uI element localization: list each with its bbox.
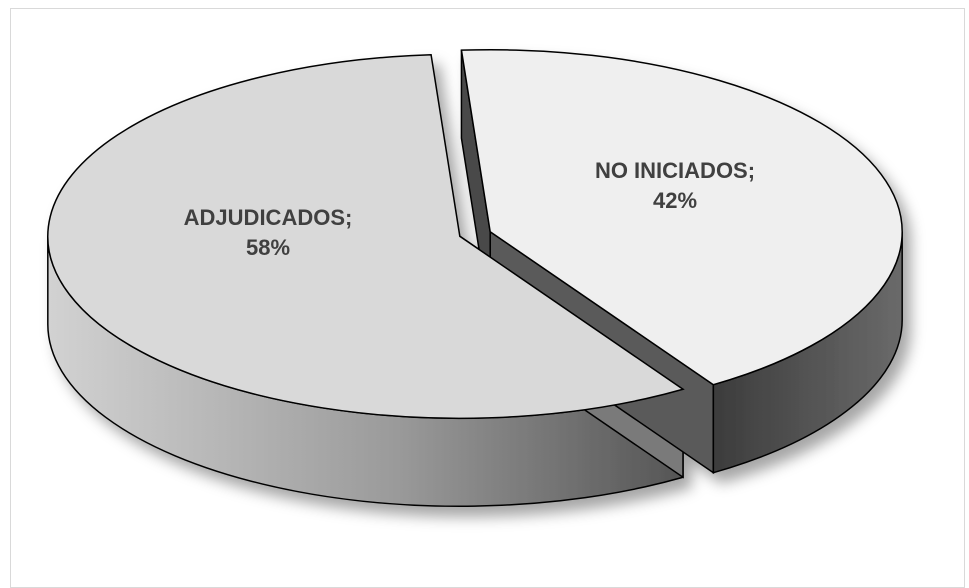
pie-chart: ADJUDICADOS; 58%NO INICIADOS; 42% xyxy=(0,0,969,575)
